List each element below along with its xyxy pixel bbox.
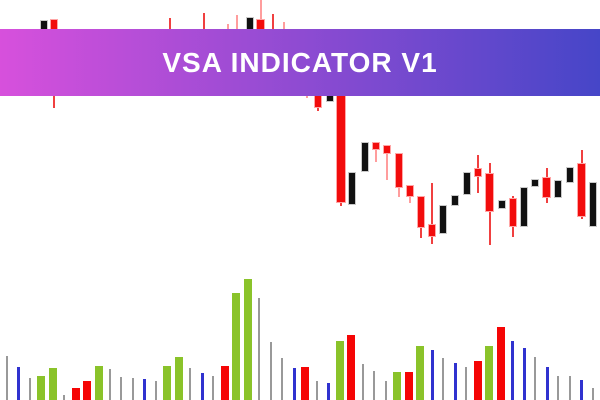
volume-bar-gray [557, 376, 559, 400]
candle-up [554, 180, 562, 198]
candle-up [348, 172, 356, 205]
volume-bar-gray [316, 381, 318, 400]
volume-bar-blue [545, 367, 549, 400]
candle-wick [386, 145, 388, 180]
volume-bar-gray [189, 368, 191, 400]
volume-bar-gray [132, 378, 134, 400]
candle-up [531, 179, 539, 187]
volume-bar-red [474, 361, 482, 400]
volume-bar-green [37, 376, 45, 400]
candle-down [428, 224, 436, 237]
volume-bar-gray [465, 367, 467, 400]
candle-up [498, 200, 506, 209]
vsa-banner: VSA INDICATOR V1 [0, 29, 600, 96]
volume-bar-gray [6, 356, 8, 400]
volume-bar-red [72, 388, 80, 400]
volume-bar-gray [155, 381, 157, 400]
volume-bar-blue [200, 373, 204, 400]
volume-bar-gray [270, 342, 272, 400]
candle-down [509, 198, 517, 227]
volume-bar-green [485, 346, 493, 400]
candle-up [451, 195, 459, 206]
volume-bar-green [163, 366, 171, 400]
volume-bar-gray [385, 381, 387, 400]
volume-bar-blue [579, 380, 583, 400]
volume-bar-blue [453, 363, 457, 400]
volume-bar-green [232, 293, 240, 400]
banner-title: VSA INDICATOR V1 [162, 46, 438, 78]
candle-wick [431, 183, 433, 244]
candle-wick [375, 142, 377, 162]
volume-bar-green [175, 357, 183, 400]
volume-bar-gray [442, 358, 444, 400]
candle-down [577, 163, 586, 217]
candle-down [383, 145, 391, 154]
candle-up [439, 205, 447, 234]
volume-bar-gray [569, 376, 571, 400]
volume-bar-gray [120, 377, 122, 400]
volume-bar-blue [326, 383, 330, 400]
volume-bar-gray [534, 357, 536, 400]
volume-bar-red [221, 366, 229, 400]
volume-bar-blue [522, 348, 526, 400]
candle-up [463, 172, 471, 195]
candle-up [361, 142, 369, 172]
candle-up [520, 187, 528, 227]
volume-bar-green [244, 279, 252, 400]
volume-bar-blue [510, 341, 514, 400]
volume-bar-blue [430, 350, 434, 400]
candle-down [485, 173, 494, 212]
volume-bar-blue [142, 379, 146, 400]
volume-bar-gray [592, 388, 594, 400]
candle-down [417, 196, 425, 228]
volume-bar-gray [362, 364, 364, 400]
volume-bar-red [83, 381, 91, 400]
candle-down [372, 142, 380, 150]
volume-bar-gray [212, 376, 214, 400]
volume-bar-green [336, 341, 344, 400]
volume-bar-blue [292, 368, 296, 400]
candle-down [542, 177, 551, 198]
volume-bar-green [393, 372, 401, 400]
volume-bar-gray [258, 298, 260, 400]
volume-bar-green [416, 346, 424, 400]
candle-down [406, 185, 414, 197]
volume-bar-gray [29, 378, 31, 400]
candle-up [589, 182, 597, 227]
volume-bar-gray [63, 395, 65, 400]
volume-bar-red [497, 327, 505, 400]
volume-bar-blue [16, 367, 20, 400]
candle-down [395, 153, 403, 188]
volume-bar-green [49, 368, 57, 400]
candle-down [474, 168, 482, 177]
volume-bar-red [347, 335, 355, 400]
candle-up [566, 167, 574, 183]
volume-bar-red [405, 372, 413, 400]
volume-bar-gray [281, 358, 283, 400]
volume-bar-gray [373, 371, 375, 400]
volume-bar-green [95, 366, 103, 400]
volume-bar-red [301, 367, 309, 400]
volume-bar-gray [109, 369, 111, 400]
